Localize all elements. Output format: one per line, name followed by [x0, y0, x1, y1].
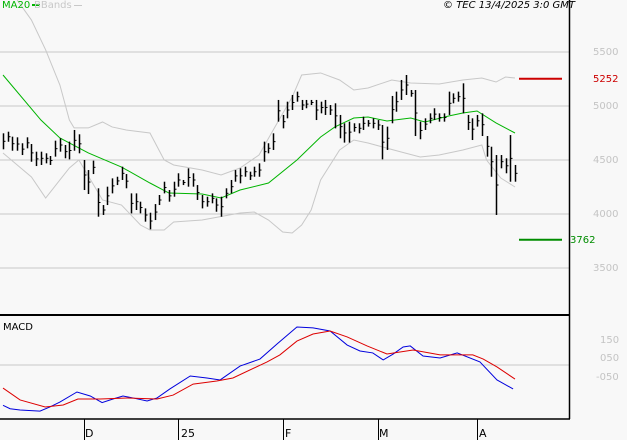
bbands-legend-swatch	[73, 4, 82, 6]
resistance-label: 5252	[593, 74, 619, 85]
x-tick-label: A	[479, 427, 487, 440]
price-tick-label: 5000	[593, 101, 619, 112]
x-tick-label: M	[379, 427, 389, 440]
ma20-legend-label: MA20	[2, 0, 31, 11]
price-tick-label: 4500	[593, 155, 619, 166]
x-tick-label: F	[285, 427, 292, 440]
price-gridlines	[0, 51, 569, 366]
bband-upper-line	[16, 0, 516, 176]
macd-tick-label: 150	[600, 335, 620, 346]
price-tick-label: 5500	[593, 47, 619, 58]
price-bars	[2, 75, 518, 230]
chart-frame	[0, 0, 571, 440]
macd-signal-line	[2, 330, 516, 408]
bband-lower-line	[2, 139, 516, 234]
macd-tick-label: -050	[596, 372, 619, 383]
price-tick-label: 4000	[593, 209, 619, 220]
ma20-legend: MA20	[2, 0, 41, 11]
support-label: 3762	[570, 235, 596, 246]
x-tick-label: 25	[181, 427, 195, 440]
support-resistance-levels	[519, 77, 562, 241]
copyright-timestamp: © TEC 13/4/2025 3:0 GMT	[443, 0, 575, 11]
ma20-legend-swatch	[32, 4, 41, 6]
x-tick-label: D	[85, 427, 94, 440]
macd-lines	[2, 326, 516, 412]
price-tick-label: 3500	[593, 263, 619, 274]
macd-tick-label: 050	[600, 353, 620, 364]
ma20-line	[2, 74, 516, 199]
macd-line	[2, 326, 514, 412]
ma20-line-path	[2, 74, 516, 199]
bollinger-bands	[2, 0, 516, 234]
bbands-legend: BBands	[34, 1, 82, 11]
bbands-legend-label: BBands	[34, 0, 72, 11]
macd-title: MACD	[3, 322, 33, 333]
